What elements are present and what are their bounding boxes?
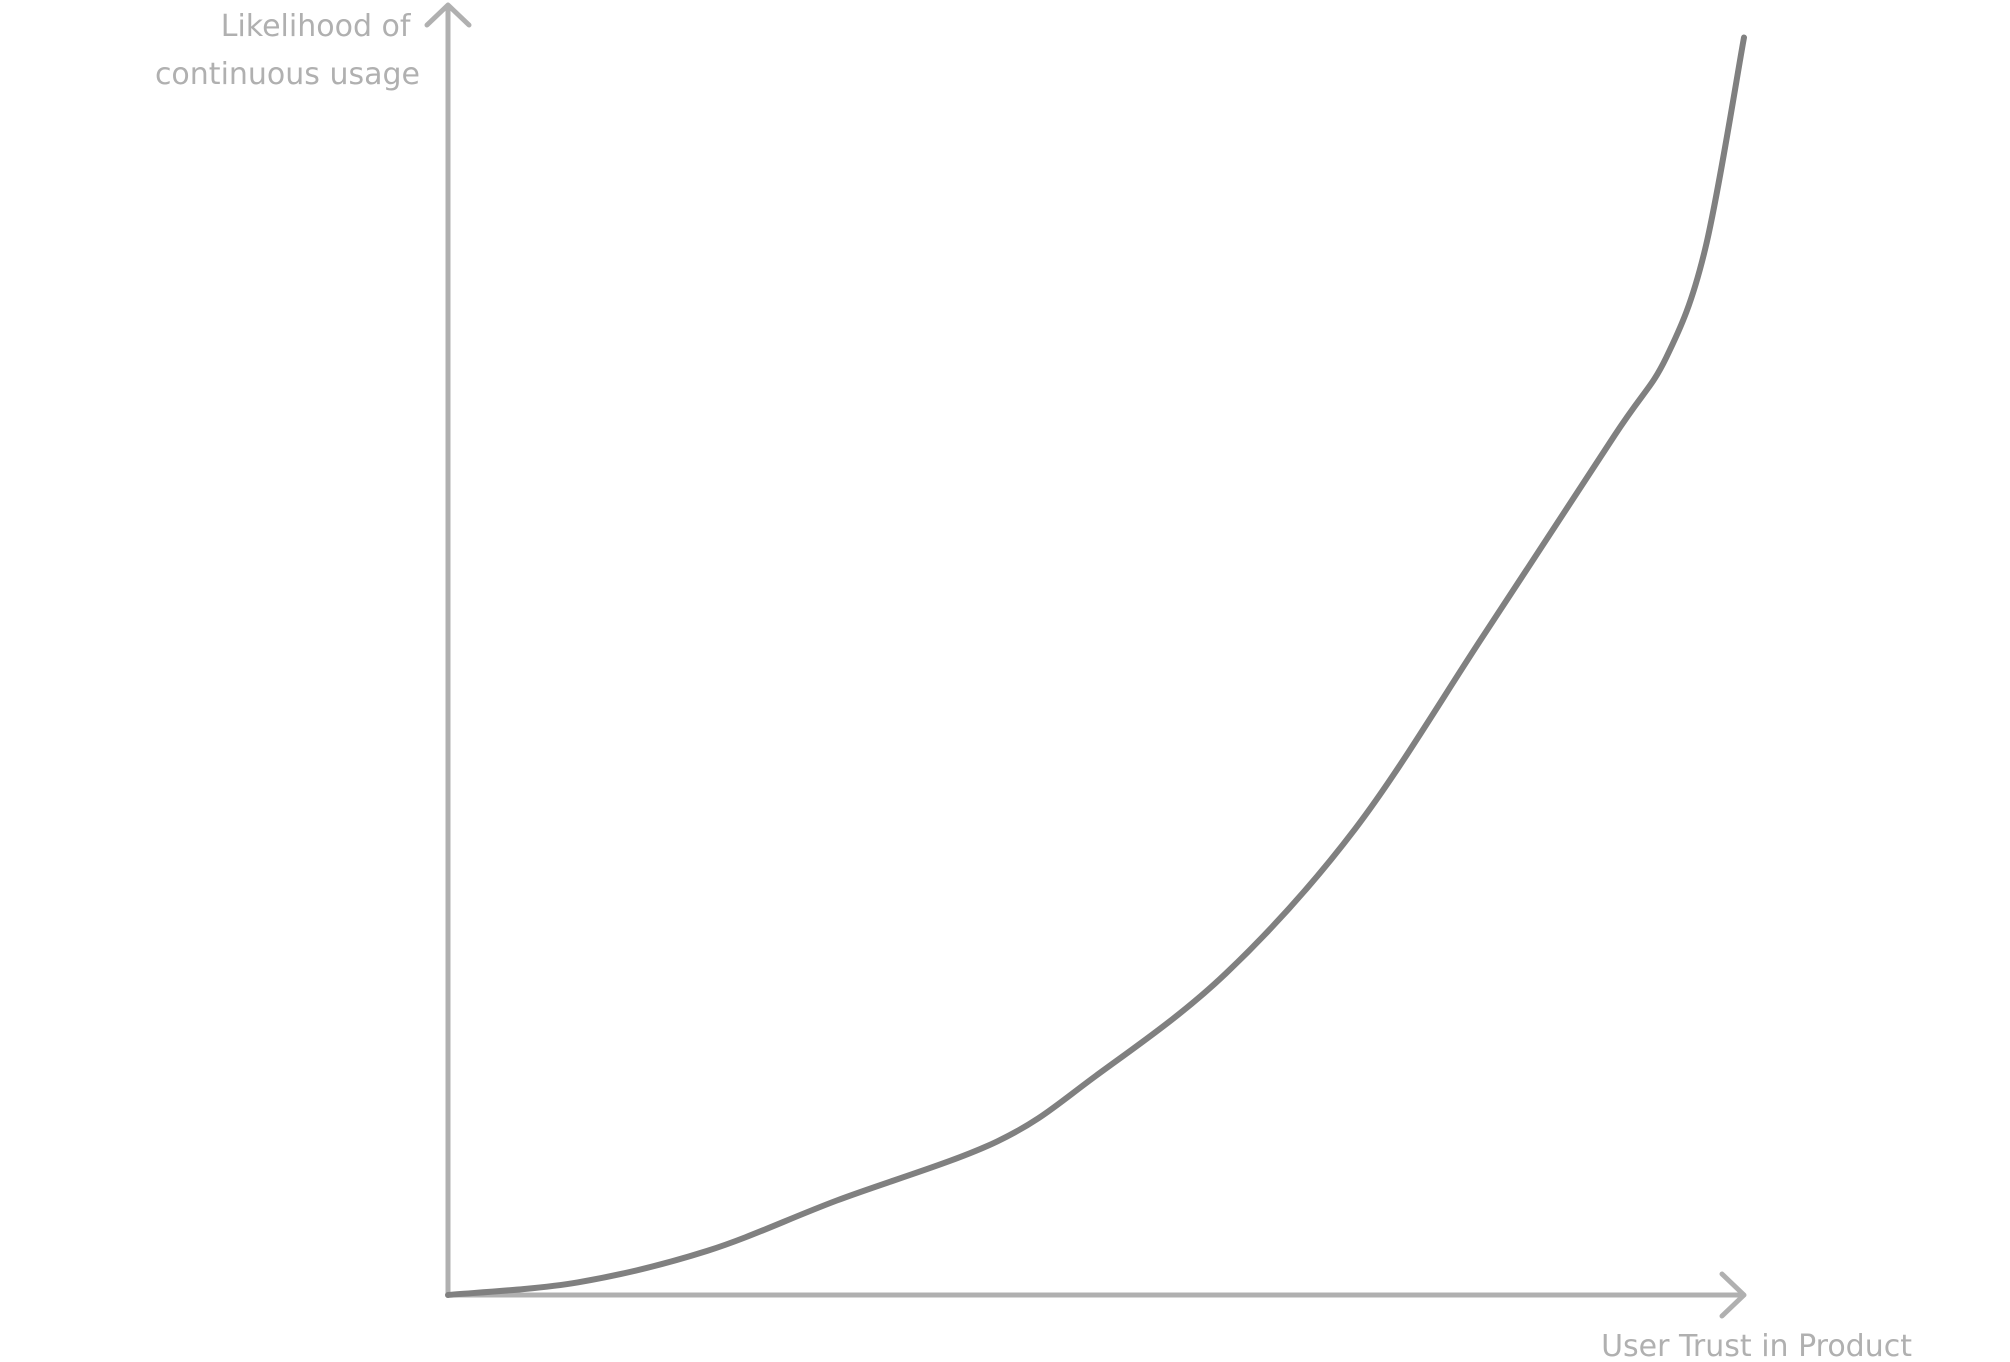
x-axis-arrow-icon: [1719, 1271, 1747, 1319]
series-line: [445, 34, 1747, 1298]
y-axis: [424, 2, 472, 1297]
x-axis-label: User Trust in Product: [1601, 1329, 1912, 1362]
y-axis-label-line-1: Likelihood of: [221, 9, 412, 44]
x-axis: [446, 1271, 1747, 1319]
y-axis-label-line-2: continuous usage: [155, 57, 420, 92]
y-axis-arrow-icon: [424, 2, 472, 28]
y-axis-label: Likelihood of continuous usage: [155, 9, 420, 92]
markers-group: [993, 353, 1703, 1178]
